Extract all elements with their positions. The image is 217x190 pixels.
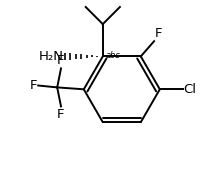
Text: H₂N: H₂N [39, 50, 64, 63]
Text: F: F [155, 27, 163, 40]
Text: F: F [30, 79, 37, 92]
Text: abs: abs [106, 51, 120, 60]
Text: Cl: Cl [184, 83, 197, 96]
Text: F: F [57, 108, 65, 121]
Text: F: F [57, 54, 65, 66]
